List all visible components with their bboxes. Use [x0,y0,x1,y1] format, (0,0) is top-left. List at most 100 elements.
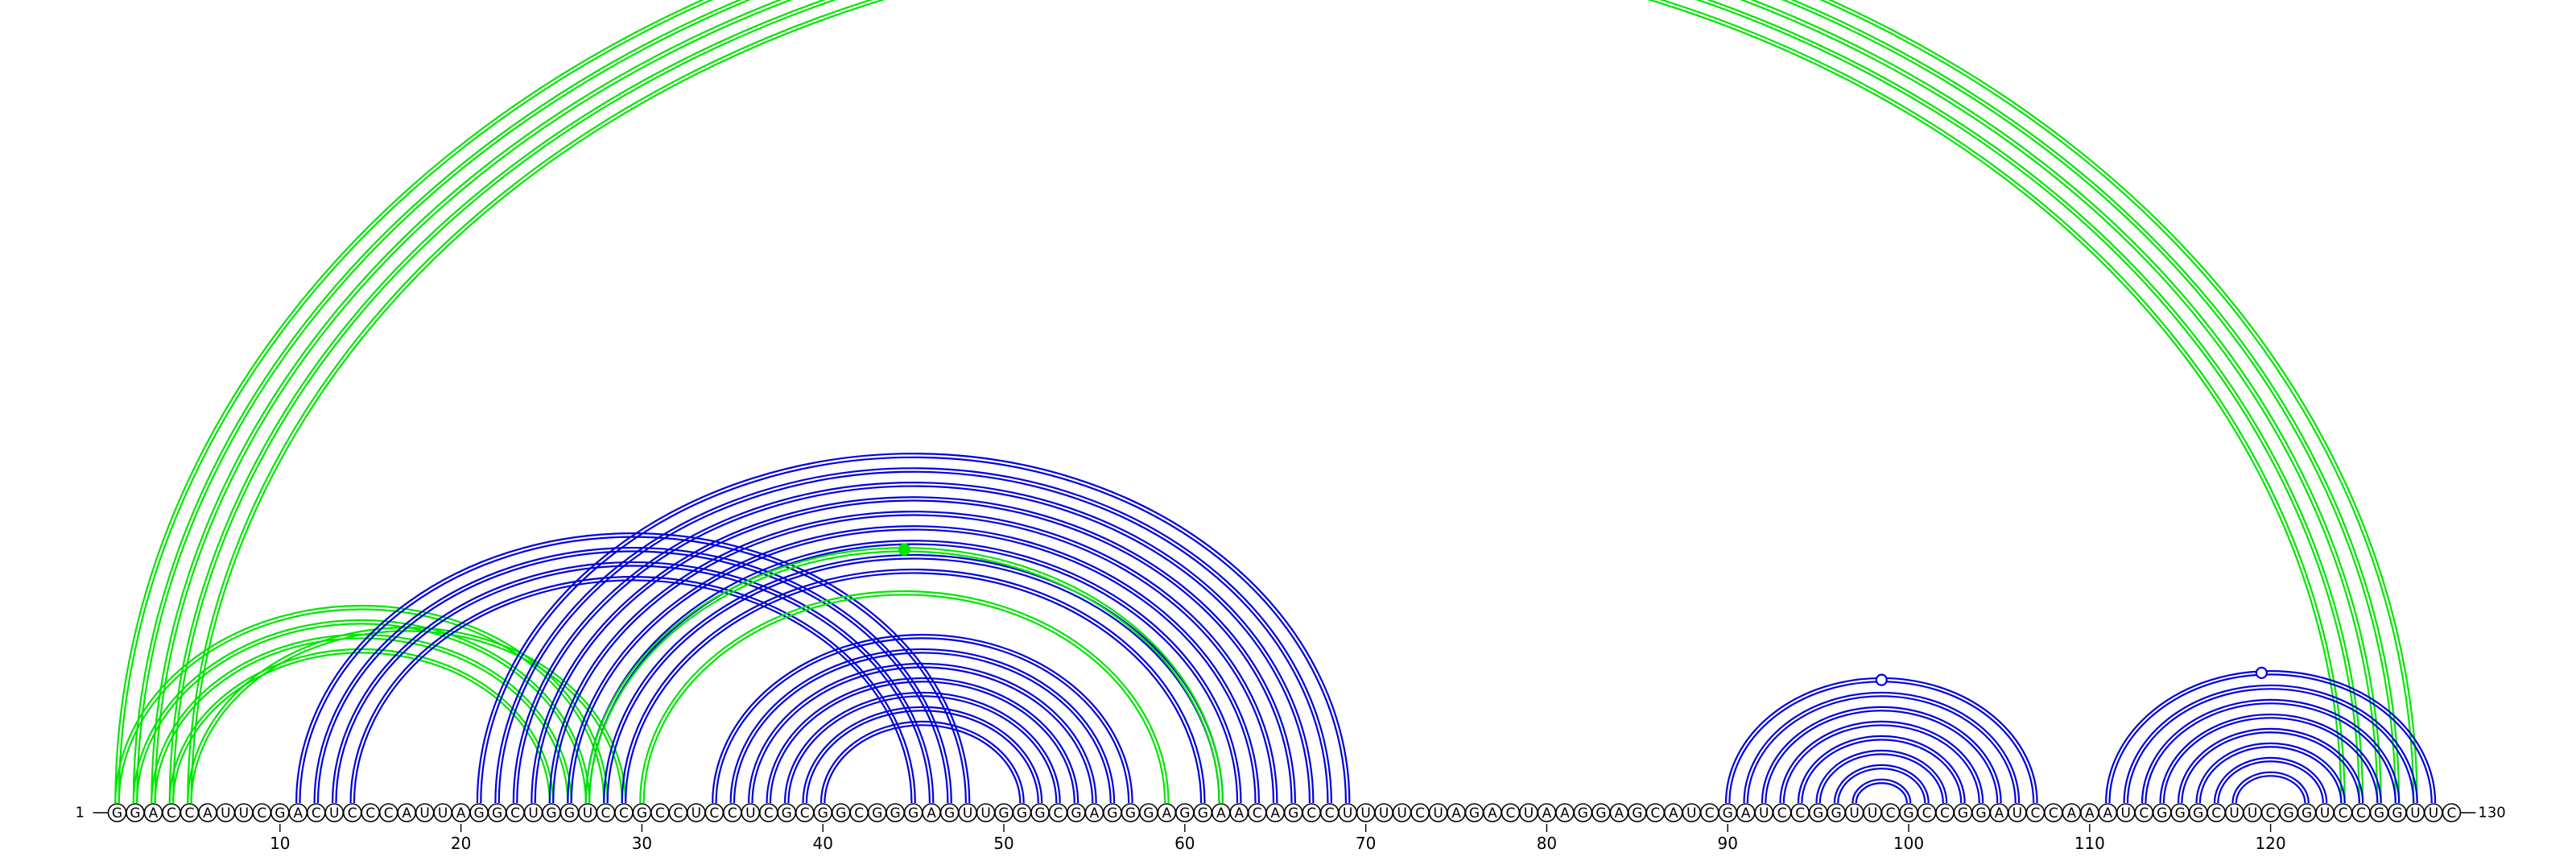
nucleotide-letter: U [691,805,701,822]
nucleotide-77: A [1483,803,1502,822]
nucleotide-63: A [1229,803,1249,822]
nucleotide-letter: U [2013,805,2022,822]
sequence-end-label: 130 [2478,805,2505,822]
nucleotide-letter: U [980,805,990,822]
nucleotide-letter: G [637,805,647,822]
nucleotide-104: G [1971,803,1991,822]
arc-blue-multiloop-outer-27-63-strand-1 [584,540,1242,804]
nucleotide-88: U [1682,803,1702,822]
arc-green-long-helix-3-126-strand-2 [154,0,2379,804]
nucleotide-11: A [288,803,308,822]
nucleotide-112: U [2116,803,2136,822]
arc-blue-multiloop-outer-25-65-strand-1 [548,511,1278,804]
nucleotide-20: A [451,803,471,822]
arc-green-5prime-hairpin-1-28-strand-1 [114,604,609,804]
nucleotide-13: U [324,803,345,822]
nucleotide-79: U [1519,803,1538,822]
arc-blue-pseudoknot-14-45-strand-2 [353,579,913,804]
arc-blue-hairpin-90s-92-105-strand-1 [1761,706,2002,804]
nucleotide-16: C [378,803,398,822]
arc-green-long-helix-4-125-strand-2 [172,0,2360,804]
nucleotide-23: C [506,803,525,822]
arc-blue-hairpin-3prime-112-128-strand-1 [2123,684,2418,804]
nucleotide-93: C [1772,803,1792,822]
nucleotide-letter: G [1198,805,1208,822]
nucleotide-letter: C [1705,805,1715,822]
nucleotide-41: G [831,803,851,822]
nucleotide-89: C [1699,803,1719,822]
arc-blue-central-hairpin-40-51-strand-2 [824,724,1022,804]
nucleotide-letter: U [1686,805,1696,822]
nucleotide-letter: C [1795,805,1805,822]
nucleotide-letter: G [1831,805,1842,822]
nucleotide-letter: C [2139,805,2149,822]
nucleotide-letter: G [1958,805,1968,822]
arc-blue-hairpin-90s-92-105-strand-2 [1765,710,1999,804]
base-pair-arcs [114,0,2437,804]
nucleotide-letter: C [709,805,719,822]
nucleotide-121: G [2279,803,2298,822]
nucleotide-letter: C [2446,805,2456,822]
nucleotide-73: C [1410,803,1430,822]
arc-blue-hairpin-90s-96-101-strand-1 [1833,764,1930,804]
nucleotide-letter: C [384,805,394,822]
nucleotide-43: G [867,803,887,822]
tick-label-50: 50 [993,834,1013,853]
nucleotide-28: C [596,803,616,822]
nucleotide-letter: C [2356,805,2366,822]
nucleotide-18: U [415,803,435,822]
nucleotide-64: C [1247,803,1267,822]
nucleotide-letter: U [2429,805,2438,822]
nucleotide-letter: U [745,805,755,822]
arc-blue-central-hairpin-35-56-strand-1 [729,648,1116,804]
nucleotide-letter: G [1017,805,1027,822]
nucleotide-30: G [632,803,652,822]
nucleotide-1: G [107,803,127,822]
nucleotide-7: U [216,803,236,822]
nucleotide-5: C [180,803,200,822]
nucleotide-letter: G [2301,805,2312,822]
nucleotide-4: C [162,803,181,822]
nucleotide-87: A [1663,803,1683,822]
nucleotide-letter: U [1343,805,1352,822]
nucleotide-26: G [559,803,580,822]
tick-label-100: 100 [1893,834,1924,853]
nucleotide-78: C [1501,803,1521,822]
nucleotide-35: C [723,803,742,822]
nucleotide-45: G [903,803,923,822]
arc-blue-multiloop-outer-22-68-strand-1 [494,467,1332,804]
nucleotide-letter: G [1632,805,1642,822]
nucleotide-letter: C [619,805,629,822]
nucleotide-107: C [2025,803,2046,822]
nucleotide-letter: C [1307,805,1316,822]
nucleotide-letter: C [655,805,665,822]
nucleotide-letter: G [2374,805,2384,822]
nucleotide-2: G [126,803,145,822]
nucleotide-letter: C [312,805,321,822]
nucleotide-38: G [777,803,797,822]
nucleotide-letter: G [944,805,955,822]
arc-blue-multiloop-outer-21-69-strand-1 [476,453,1351,804]
nucleotide-9: C [252,803,272,822]
nucleotide-letter: C [800,805,810,822]
nucleotide-102: C [1935,803,1955,822]
arc-blue-hairpin-90s-91-106-strand-2 [1746,695,2017,804]
arc-blue-central-hairpin-37-54-strand-1 [766,677,1080,804]
nucleotide-letter: C [1650,805,1660,822]
nucleotide-51: G [1012,803,1032,822]
nucleotide-letter: G [474,805,485,822]
nucleotide-25: G [542,803,561,822]
nucleotide-letter: A [149,805,159,822]
nucleotide-letter: C [2211,805,2221,822]
nucleotide-42: C [849,803,869,822]
nucleotide-33: U [687,803,706,822]
position-axis: 10 20 30 40 50 60 70 80 90 100 110 120 [270,824,2286,853]
nucleotide-letter: C [1253,805,1262,822]
tick-label-90: 90 [1717,834,1737,853]
nucleotide-92: U [1754,803,1773,822]
nucleotide-letter: G [1179,805,1190,822]
tick-label-10: 10 [270,834,290,853]
nucleotide-letter: A [1560,805,1570,822]
nucleotide-letter: U [1379,805,1389,822]
arc-blue-hairpin-3prime-118-122-strand-1 [2231,771,2310,804]
